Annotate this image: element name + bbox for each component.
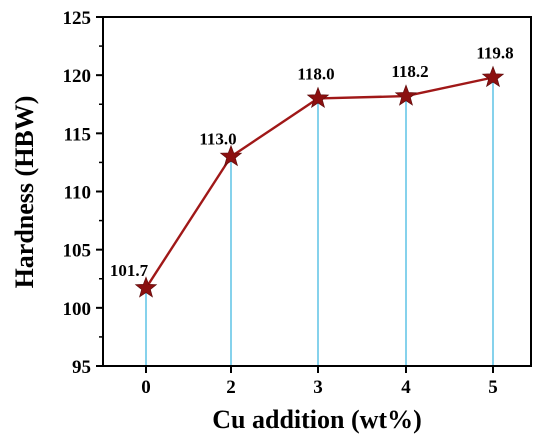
drop-lines xyxy=(145,77,494,366)
star-marker xyxy=(306,86,330,109)
y-axis-title: Hardness (HBW) xyxy=(10,96,39,289)
y-tick-label: 120 xyxy=(63,66,92,87)
y-tick-label: 105 xyxy=(63,241,92,262)
data-label: 119.8 xyxy=(476,43,513,62)
x-tick-label: 2 xyxy=(226,377,236,398)
x-tick-label: 5 xyxy=(488,377,498,398)
y-tick-label: 110 xyxy=(64,183,91,204)
data-label: 118.2 xyxy=(391,62,428,81)
x-axis-title: Cu addition (wt%) xyxy=(212,405,421,434)
data-label: 113.0 xyxy=(199,130,236,149)
y-tick-label: 95 xyxy=(72,357,91,378)
star-marker xyxy=(481,65,505,88)
series-group xyxy=(134,65,505,298)
y-tick-label: 115 xyxy=(64,124,91,145)
y-tick-label: 100 xyxy=(63,299,92,320)
star-marker xyxy=(394,84,418,106)
y-tick-label: 125 xyxy=(63,8,92,29)
x-tick-label: 3 xyxy=(313,377,323,398)
x-tick-label: 4 xyxy=(401,377,411,398)
star-marker xyxy=(219,144,243,167)
x-tick-label: 0 xyxy=(141,377,151,398)
data-label: 118.0 xyxy=(297,64,334,83)
data-label: 101.7 xyxy=(110,261,149,280)
axes: 95 100 105 110 115 120 125 0 2 3 4 5 xyxy=(63,8,532,398)
star-marker xyxy=(134,276,158,298)
data-labels: 101.7 113.0 118.0 118.2 119.8 xyxy=(110,43,514,280)
series-line xyxy=(144,76,494,289)
